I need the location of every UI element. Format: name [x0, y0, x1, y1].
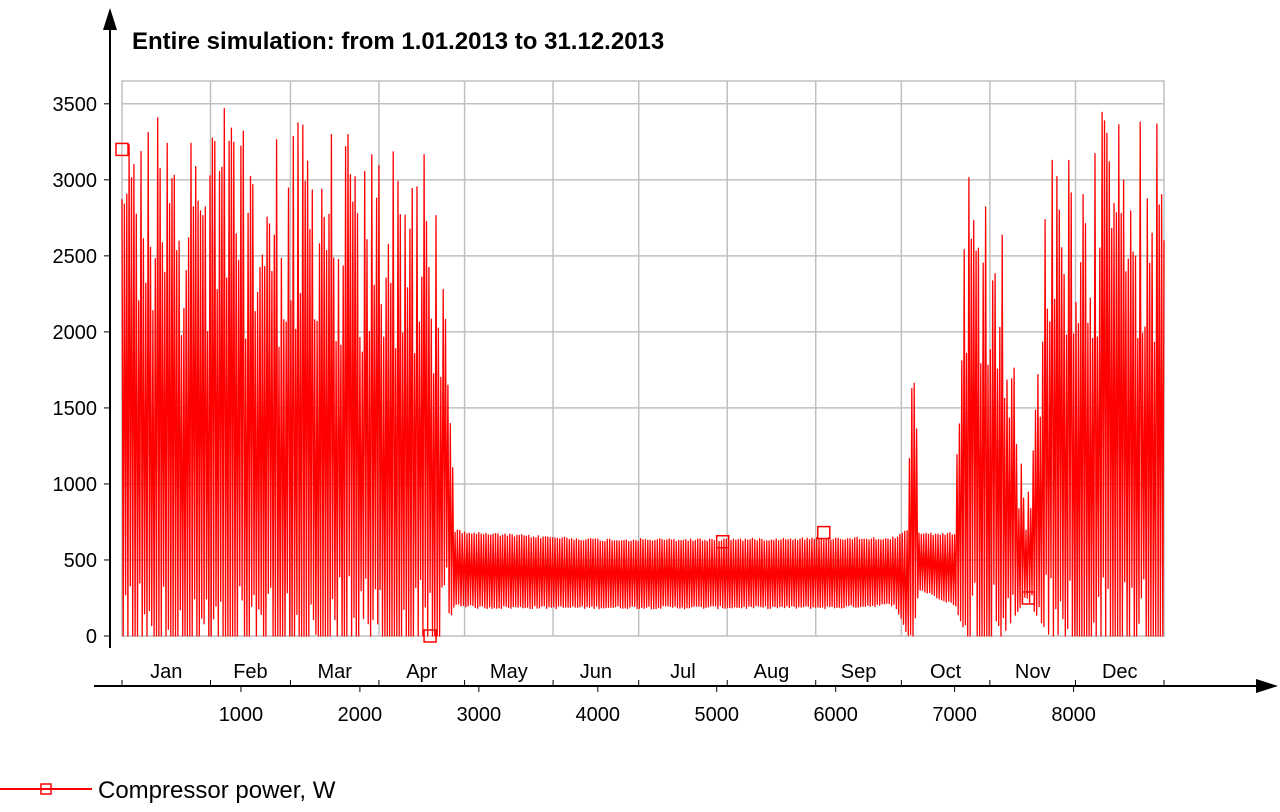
- month-label: Mar: [317, 661, 352, 683]
- month-label: Dec: [1102, 661, 1138, 683]
- y-axis-ticks: 0 500 1000 1500 2000 2500 3000 3500: [53, 94, 98, 648]
- x-tick-label: 4000: [576, 704, 621, 726]
- y-tick-label: 1000: [53, 474, 98, 496]
- y-tick-label: 1500: [53, 398, 98, 420]
- x-tick-label: 2000: [338, 704, 383, 726]
- y-tick-label: 2000: [53, 322, 98, 344]
- series-marker: [1021, 591, 1036, 605]
- x-tick-label: 6000: [813, 704, 858, 726]
- y-tick-label: 3500: [53, 94, 98, 116]
- month-label: Nov: [1015, 661, 1051, 683]
- y-axis-arrow: [103, 8, 117, 30]
- month-label: May: [490, 661, 528, 683]
- series-marker: [115, 142, 129, 157]
- series-marker: [817, 525, 831, 540]
- legend-label: Compressor power, W: [98, 777, 336, 804]
- x-tick-label: 8000: [1051, 704, 1096, 726]
- x-axis-arrow: [1256, 679, 1278, 693]
- x-tick-label: 1000: [219, 704, 264, 726]
- series-marker: [423, 629, 437, 643]
- series-marker: [715, 534, 730, 549]
- month-label: Oct: [930, 661, 962, 683]
- month-label: Jun: [580, 661, 612, 683]
- y-tick-label: 0: [86, 626, 97, 648]
- axes: [94, 8, 1278, 693]
- month-label: Feb: [233, 661, 267, 683]
- month-labels: Jan Feb Mar Apr May Jun Jul Aug Sep Oct Nov Dec: [150, 661, 1137, 683]
- y-tick-label: 3000: [53, 170, 98, 192]
- x-axis-ticks: 1000 2000 3000 4000 5000 6000 7000 8000: [219, 704, 1096, 726]
- y-tick-label: 500: [64, 550, 97, 572]
- chart-title: Entire simulation: from 1.01.2013 to 31.…: [132, 28, 664, 55]
- x-tick-label: 5000: [694, 704, 739, 726]
- month-label: Jan: [150, 661, 182, 683]
- legend-marker: [40, 783, 52, 795]
- month-label: Aug: [754, 661, 790, 683]
- month-label: Apr: [406, 661, 437, 683]
- series-line: [121, 108, 1165, 637]
- x-tick-label: 7000: [932, 704, 977, 726]
- month-label: Sep: [841, 661, 877, 683]
- y-tick-label: 2500: [53, 246, 98, 268]
- legend: Compressor power, W: [0, 777, 336, 804]
- month-label: Jul: [670, 661, 696, 683]
- series-compressor-power: [115, 108, 1165, 643]
- x-tick-label: 3000: [457, 704, 502, 726]
